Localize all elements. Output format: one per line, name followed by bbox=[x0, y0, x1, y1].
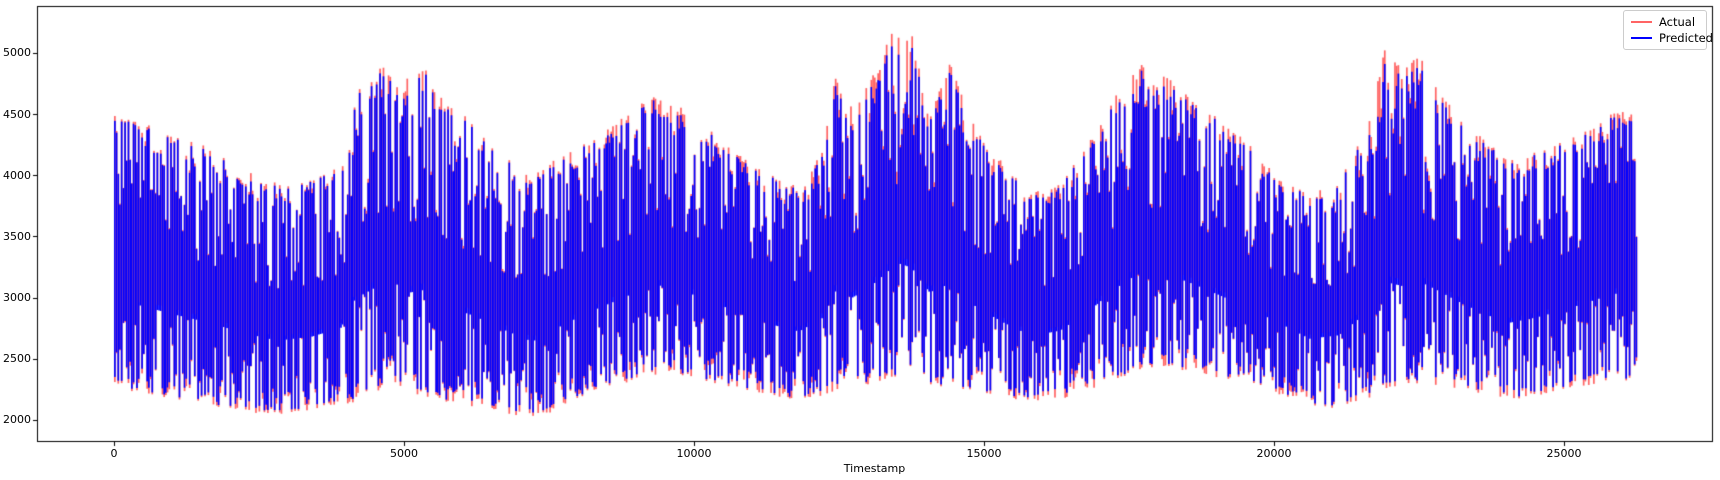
x-tick-label: 15000 bbox=[966, 447, 1002, 460]
legend-item-predicted: Predicted bbox=[1631, 32, 1713, 44]
x-axis-title: Timestamp bbox=[843, 462, 906, 475]
y-tick-label: 3500 bbox=[3, 229, 31, 243]
legend-item-actual: Actual bbox=[1631, 16, 1700, 28]
y-tick-label: 2500 bbox=[3, 352, 31, 366]
legend-label-predicted: Predicted bbox=[1659, 31, 1713, 45]
legend-label-actual: Actual bbox=[1659, 15, 1696, 29]
y-tick-label: 3000 bbox=[3, 291, 31, 305]
y-tick-label: 4500 bbox=[3, 107, 31, 121]
actual-line-swatch bbox=[1631, 20, 1652, 24]
x-tick-label: 10000 bbox=[676, 447, 712, 460]
y-tick-label: 5000 bbox=[3, 46, 31, 60]
x-tick-label: 20000 bbox=[1256, 447, 1292, 460]
y-tick-label: 2000 bbox=[3, 413, 31, 427]
predicted-line-swatch bbox=[1631, 37, 1652, 39]
legend: Actual Predicted bbox=[1623, 10, 1713, 50]
y-tick-label: 4000 bbox=[3, 168, 31, 182]
x-tick-label: 0 bbox=[110, 447, 118, 460]
x-tick-label: 25000 bbox=[1546, 447, 1582, 460]
x-tick-label: 5000 bbox=[390, 447, 419, 460]
